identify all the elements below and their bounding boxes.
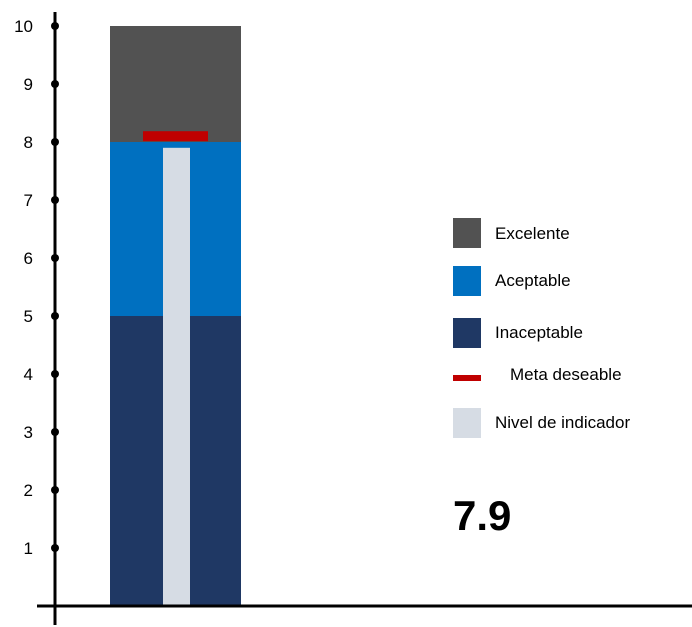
- y-tick-label: 2: [24, 481, 33, 500]
- target-marker: [143, 131, 208, 142]
- legend-label-nivel-de-indicador: Nivel de indicador: [495, 413, 631, 432]
- indicator-bar: [163, 147, 190, 607]
- y-tick-label: 1: [24, 539, 33, 558]
- y-tick-mark: [51, 138, 59, 146]
- y-tick-label: 3: [24, 423, 33, 442]
- legend-swatch-aceptable: [453, 266, 481, 296]
- legend-swatch-excelente: [453, 218, 481, 248]
- y-tick-mark: [51, 80, 59, 88]
- legend-label-excelente: Excelente: [495, 224, 570, 243]
- y-tick-mark: [51, 486, 59, 494]
- y-tick-label: 6: [24, 249, 33, 268]
- indicator-value: 7.9: [453, 492, 512, 539]
- y-tick-label: 9: [24, 75, 33, 94]
- y-axis-ticks: 1 2 3 4 5 6 7 8 9 10: [14, 17, 59, 558]
- y-tick-label: 10: [14, 17, 33, 36]
- y-tick-label: 5: [24, 307, 33, 326]
- y-tick-mark: [51, 22, 59, 30]
- y-tick-mark: [51, 428, 59, 436]
- legend-swatch-meta-deseable: [453, 375, 481, 381]
- y-tick-label: 8: [24, 133, 33, 152]
- y-tick-mark: [51, 370, 59, 378]
- legend-label-aceptable: Aceptable: [495, 271, 571, 290]
- y-tick-mark: [51, 254, 59, 262]
- y-tick-label: 4: [24, 365, 33, 384]
- legend-label-inaceptable: Inaceptable: [495, 323, 583, 342]
- legend-label-meta-deseable: Meta deseable: [510, 365, 622, 384]
- y-tick-mark: [51, 312, 59, 320]
- legend-swatch-nivel-de-indicador: [453, 408, 481, 438]
- y-tick-mark: [51, 544, 59, 552]
- legend-swatch-inaceptable: [453, 318, 481, 348]
- y-tick-mark: [51, 196, 59, 204]
- band-excelente: [110, 26, 241, 142]
- y-tick-label: 7: [24, 191, 33, 210]
- mark-group: [143, 131, 208, 607]
